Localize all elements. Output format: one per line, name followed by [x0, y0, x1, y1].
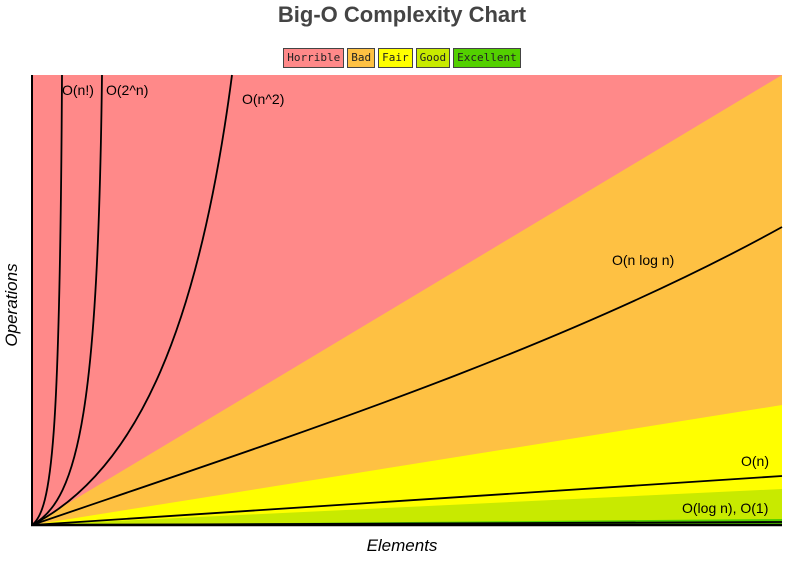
legend-horrible: Horrible: [283, 48, 345, 68]
label-log-constant: O(log n), O(1): [682, 500, 768, 516]
legend-good: Good: [415, 48, 451, 68]
legend-excellent: Excellent: [453, 48, 521, 68]
chart-title: Big-O Complexity Chart: [277, 2, 527, 27]
curve-quadratic: [31, 74, 233, 526]
label-nlogn: O(n log n): [612, 252, 674, 268]
zone-good: [32, 489, 782, 525]
y-axis-title: Operations: [2, 263, 21, 347]
curve-factorial: [31, 74, 63, 526]
curve-nlogn: [31, 226, 783, 526]
curve-exponential: [31, 74, 103, 526]
label-exponential: O(2^n): [106, 82, 148, 98]
chart-legend: Horrible Bad Fair Good Excellent: [0, 48, 804, 68]
label-linear: O(n): [741, 453, 769, 469]
label-quadratic: O(n^2): [242, 91, 284, 107]
label-factorial: O(n!): [62, 82, 94, 98]
curve-linear: [31, 475, 783, 526]
legend-bad: Bad: [347, 48, 376, 68]
zone-fair: [32, 405, 782, 525]
zone-bad: [32, 75, 782, 525]
legend-fair: Fair: [378, 48, 413, 68]
x-axis-title: Elements: [367, 536, 438, 555]
